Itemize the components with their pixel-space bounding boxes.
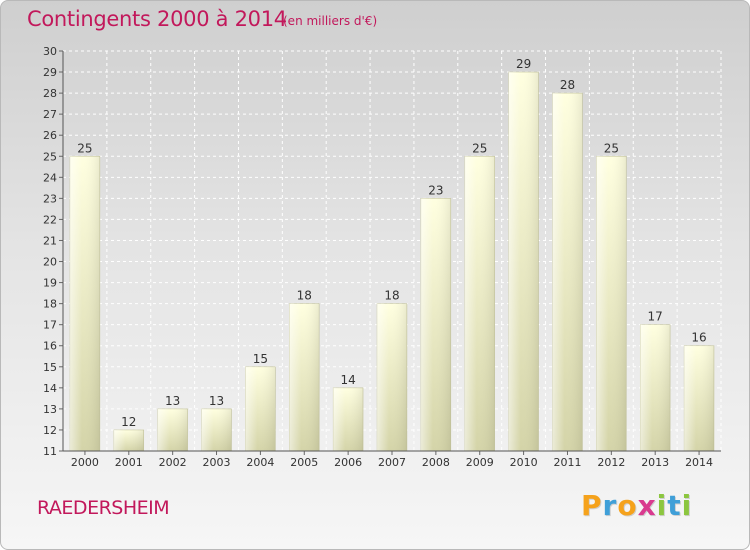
y-tick-label: 24	[43, 171, 57, 184]
logo-letter: P	[581, 489, 603, 522]
y-tick-label: 25	[43, 150, 57, 163]
y-tick-label: 11	[43, 445, 57, 458]
value-label-2000: 25	[77, 141, 92, 155]
bar-shade-2005	[289, 303, 320, 451]
value-label-2009: 25	[472, 141, 487, 155]
bar-shade-2000	[70, 156, 100, 451]
y-tick-label: 26	[43, 129, 57, 142]
logo-letter: x	[637, 489, 657, 522]
y-tick-label: 13	[43, 403, 57, 416]
bar-shade-2010	[508, 72, 539, 451]
bar-shade-2014	[684, 345, 714, 451]
logo-letter: i	[656, 489, 668, 522]
bar-shade-2004	[245, 366, 276, 451]
value-label-2006: 14	[340, 373, 355, 387]
logo-letter: r	[602, 489, 618, 522]
x-tick-label-2007: 2007	[378, 456, 406, 469]
bar-shade-2012	[596, 156, 627, 451]
value-label-2011: 28	[560, 78, 575, 92]
x-tick-label-2000: 2000	[71, 456, 99, 469]
y-tick-label: 17	[43, 319, 57, 332]
value-label-2010: 29	[516, 57, 531, 71]
value-label-2001: 12	[121, 415, 136, 429]
bar-shade-2009	[464, 156, 495, 451]
y-tick-label: 21	[43, 234, 57, 247]
bar-shade-2011	[552, 93, 583, 452]
y-tick-label: 23	[43, 192, 57, 205]
x-tick-label-2004: 2004	[246, 456, 274, 469]
value-label-2012: 25	[604, 141, 619, 155]
bar-shade-2001	[113, 429, 144, 451]
x-tick-label-2001: 2001	[115, 456, 143, 469]
chart-subtitle: (en milliers d'€)	[283, 14, 378, 28]
bar-shade-2013	[640, 324, 671, 451]
bar-shade-2006	[333, 387, 364, 451]
bar-shade-2003	[201, 408, 232, 451]
x-tick-label-2006: 2006	[334, 456, 362, 469]
x-tick-label-2002: 2002	[159, 456, 187, 469]
x-tick-label-2011: 2011	[553, 456, 581, 469]
y-tick-label: 22	[43, 213, 57, 226]
logo-letter: t	[667, 489, 682, 522]
value-label-2005: 18	[297, 289, 312, 303]
logo-letter: i	[681, 489, 693, 522]
value-label-2004: 15	[253, 352, 268, 366]
y-tick-label: 29	[43, 66, 57, 79]
x-tick-label-2012: 2012	[597, 456, 625, 469]
x-tick-label-2003: 2003	[203, 456, 231, 469]
y-tick-label: 19	[43, 277, 57, 290]
y-tick-label: 16	[43, 340, 57, 353]
x-tick-label-2010: 2010	[510, 456, 538, 469]
x-tick-label-2005: 2005	[290, 456, 318, 469]
y-tick-label: 20	[43, 256, 57, 269]
y-tick-label: 30	[43, 45, 57, 58]
value-label-2014: 16	[691, 331, 706, 345]
logo-letter: o	[617, 489, 638, 522]
bar-shade-2002	[157, 408, 188, 451]
x-tick-label-2009: 2009	[466, 456, 494, 469]
bar-shade-2008	[420, 198, 451, 451]
x-tick-label-2014: 2014	[685, 456, 713, 469]
x-tick-label-2008: 2008	[422, 456, 450, 469]
value-label-2002: 13	[165, 394, 180, 408]
y-tick-label: 27	[43, 108, 57, 121]
value-label-2003: 13	[209, 394, 224, 408]
y-tick-label: 14	[43, 382, 57, 395]
proxiti-logo[interactable]: Proxiti	[581, 489, 692, 522]
place-name: RAEDERSHEIM	[37, 497, 170, 519]
value-label-2008: 23	[428, 183, 443, 197]
bar-shade-2007	[377, 303, 407, 451]
value-label-2013: 17	[648, 310, 663, 324]
y-tick-label: 15	[43, 361, 57, 374]
y-tick-label: 12	[43, 424, 57, 437]
chart-title: Contingents 2000 à 2014	[27, 7, 287, 31]
y-tick-label: 18	[43, 298, 57, 311]
x-tick-label-2013: 2013	[641, 456, 669, 469]
value-label-2007: 18	[384, 289, 399, 303]
y-tick-label: 28	[43, 87, 57, 100]
